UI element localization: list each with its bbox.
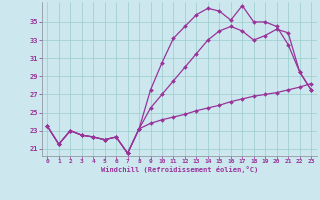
X-axis label: Windchill (Refroidissement éolien,°C): Windchill (Refroidissement éolien,°C) (100, 166, 258, 173)
